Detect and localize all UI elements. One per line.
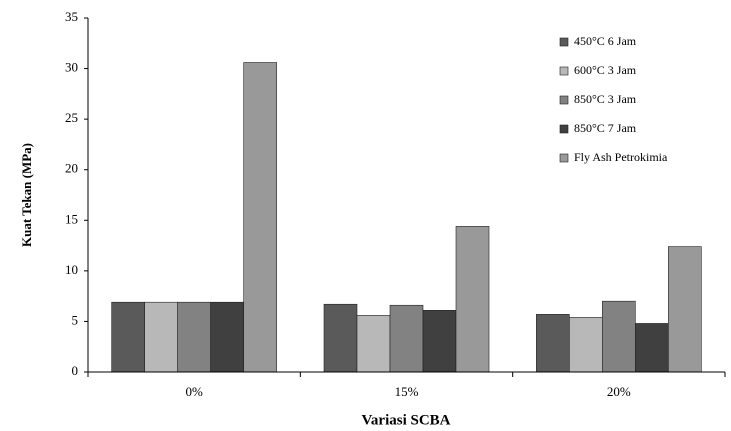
bar: [602, 300, 636, 373]
legend-label: 850°C 3 Jam: [574, 92, 637, 106]
x-tick-label: 0%: [185, 384, 203, 399]
bar: [668, 246, 702, 373]
bar: [422, 310, 457, 373]
y-tick-label: 20: [65, 161, 78, 176]
legend-swatch: [559, 95, 569, 105]
y-tick-label: 0: [72, 363, 79, 378]
bar: [210, 301, 244, 373]
legend-swatch: [559, 153, 569, 163]
y-tick-label: 25: [65, 110, 78, 125]
y-tick-label: 15: [65, 211, 78, 226]
legend-label: 850°C 7 Jam: [574, 121, 637, 135]
y-axis-label: Kuat Tekan (MPa): [19, 143, 34, 247]
y-tick-label: 35: [65, 9, 78, 24]
bar: [356, 315, 391, 373]
bar: [177, 301, 211, 373]
x-tick-label: 20%: [607, 384, 631, 399]
bar: [389, 304, 424, 373]
bar: [243, 62, 277, 373]
y-tick-label: 10: [65, 262, 78, 277]
bar: [455, 226, 490, 373]
bar: [323, 303, 358, 373]
legend-label: 450°C 6 Jam: [574, 34, 637, 48]
legend-label: Fly Ash Petrokimia: [574, 150, 668, 164]
y-tick-label: 30: [65, 60, 78, 75]
bar: [144, 301, 178, 373]
bar: [536, 314, 570, 373]
bar: [635, 323, 669, 373]
legend-swatch: [559, 37, 569, 47]
legend-swatch: [559, 124, 569, 134]
bar: [569, 317, 603, 373]
legend-swatch: [559, 66, 569, 76]
x-axis-label: Variasi SCBA: [361, 412, 450, 428]
legend-label: 600°C 3 Jam: [574, 63, 637, 77]
y-tick-label: 5: [72, 312, 79, 327]
x-tick-label: 15%: [395, 384, 419, 399]
bar: [111, 301, 145, 373]
